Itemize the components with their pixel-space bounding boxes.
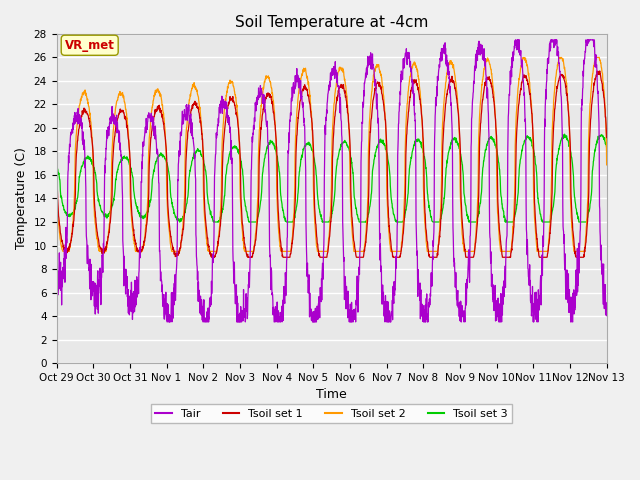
Title: Soil Temperature at -4cm: Soil Temperature at -4cm [235, 15, 428, 30]
Legend: Tair, Tsoil set 1, Tsoil set 2, Tsoil set 3: Tair, Tsoil set 1, Tsoil set 2, Tsoil se… [151, 405, 512, 423]
Y-axis label: Temperature (C): Temperature (C) [15, 147, 28, 250]
Text: VR_met: VR_met [65, 39, 115, 52]
X-axis label: Time: Time [316, 388, 347, 401]
